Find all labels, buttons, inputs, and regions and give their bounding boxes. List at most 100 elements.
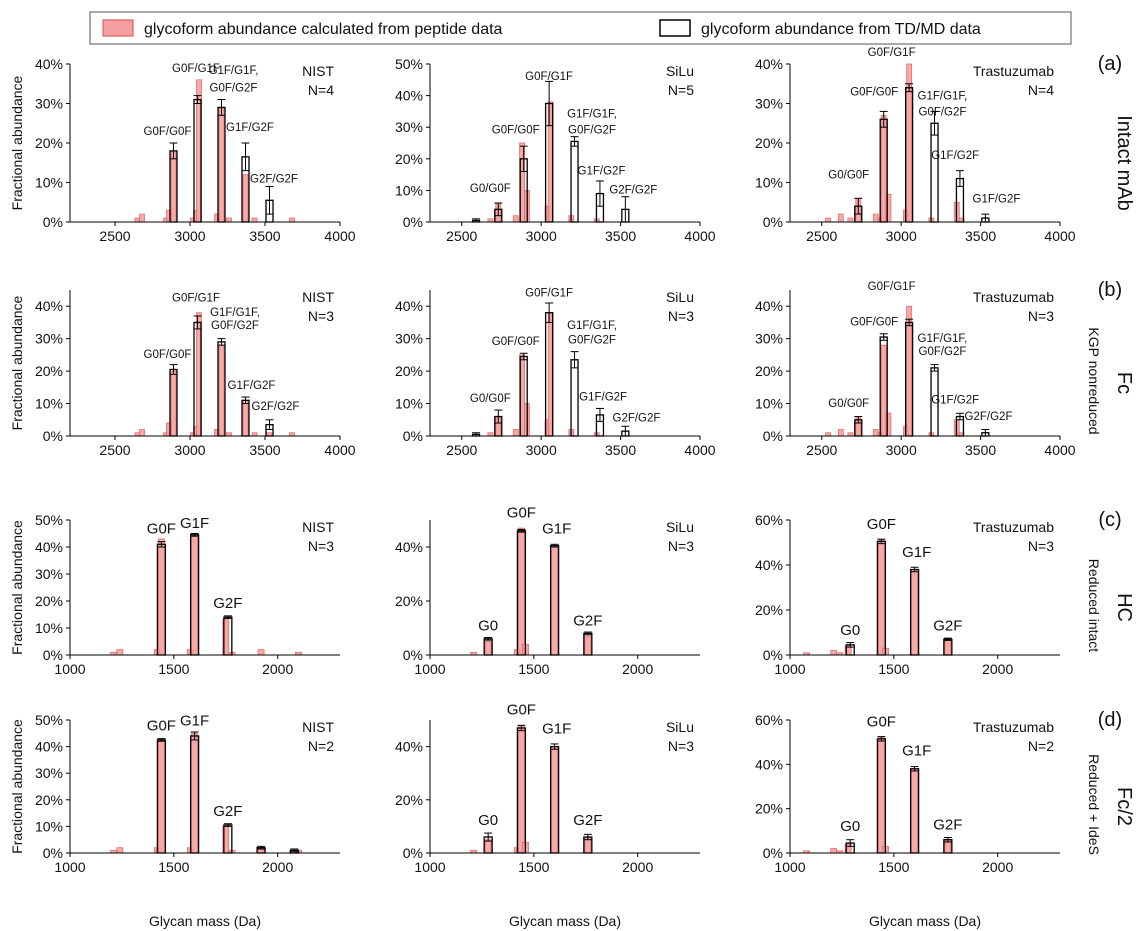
legend-box <box>89 11 1072 45</box>
peak-label: G0F <box>147 718 176 735</box>
panel-12: 0% 20% 40% 60% 1000 1500 2000 Trastuzumab N=2 G0 G… <box>755 712 1060 875</box>
panel-8: 0% 20% 40% 1000 1500 2000 SiLu N=3 G0 G0F G1F G2F <box>395 504 700 677</box>
y-tick-label: 0% <box>403 214 423 230</box>
y-tick-label: 50% <box>35 512 63 528</box>
peak-label: G1F/G1F, <box>918 91 968 103</box>
panel-3: 0% 10% 20% 30% 40% 2500 3000 3500 4000 Trastuzuma… <box>755 47 1076 244</box>
peptide-bar <box>157 538 165 656</box>
x-tick-label: 2000 <box>262 661 293 677</box>
sample-label: SiLu <box>666 289 694 305</box>
peak-label: G2F/G2F <box>965 411 1013 423</box>
x-tick-label: 2500 <box>99 442 130 458</box>
x-tick-label: 3500 <box>605 442 636 458</box>
peptide-bar <box>872 213 879 223</box>
y-tick-label: 60% <box>755 512 783 528</box>
y-tick-label: 20% <box>395 151 423 167</box>
peptide-bar <box>116 649 124 656</box>
x-tick-label: 3000 <box>526 228 557 244</box>
y-tick-label: 10% <box>395 182 423 198</box>
peak-label: G1F/G2F <box>228 380 276 392</box>
y-tick-label: 0% <box>43 214 63 230</box>
x-tick-label: 3000 <box>886 442 917 458</box>
peak-label: G1F <box>180 515 209 532</box>
x-tick-label: 1500 <box>158 661 189 677</box>
peak-label: G2F <box>573 612 602 629</box>
y-tick-label: 30% <box>35 566 63 582</box>
peak-label: G1F/G2F <box>931 150 979 162</box>
y-tick-label: 40% <box>395 739 423 755</box>
peptide-bar <box>157 738 165 854</box>
y-tick-label: 30% <box>395 119 423 135</box>
y-tick-label: 0% <box>763 647 783 663</box>
n-label: N=3 <box>308 538 334 554</box>
sample-label: SiLu <box>666 719 694 735</box>
sample-label: NIST <box>302 719 334 735</box>
y-tick-label: 50% <box>395 56 423 72</box>
peptide-bar <box>877 737 885 854</box>
peptide-bar <box>484 641 492 656</box>
x-tick-label: 3500 <box>965 442 996 458</box>
y-tick-label: 40% <box>35 298 63 314</box>
row-letter: (a) <box>1098 53 1122 75</box>
peak-label: G0F <box>147 521 176 538</box>
n-label: N=3 <box>668 738 694 754</box>
peak-label: G0F/G0F <box>492 125 540 137</box>
y-tick-label: 20% <box>395 593 423 609</box>
sample-label: Trastuzumab <box>973 63 1054 79</box>
peak-label: G1F <box>902 742 931 759</box>
peak-label: G1F/G2F <box>579 391 627 403</box>
peak-label: G2F/G2F <box>250 174 298 186</box>
x-tick-label: 1500 <box>158 859 189 875</box>
x-tick-label: 1000 <box>414 661 445 677</box>
peptide-bar <box>191 732 199 854</box>
panel-5: 0% 10% 20% 30% 40% 2500 3000 3500 4000 SiLu N=3 G0/… <box>395 287 716 458</box>
peptide-bar <box>242 174 249 223</box>
sample-label: NIST <box>302 519 334 535</box>
y-tick-label: 30% <box>755 96 783 112</box>
peak-label: G0F/G0F <box>144 349 192 361</box>
peptide-bar <box>251 217 258 223</box>
x-tick-label: 1000 <box>414 859 445 875</box>
legend-tdmd-label: glycoform abundance from TD/MD data <box>701 21 981 38</box>
x-tick-label: 1000 <box>774 661 805 677</box>
peptide-bar <box>170 150 177 223</box>
peptide-bar <box>825 217 832 223</box>
x-tick-label: 2500 <box>446 442 477 458</box>
peak-label: G1F/G2F <box>931 395 979 407</box>
x-tick-label: 2000 <box>622 859 653 875</box>
peptide-bar <box>218 344 225 437</box>
peptide-bar <box>257 649 265 656</box>
x-tick-label: 1500 <box>518 661 549 677</box>
y-tick-label: 10% <box>755 396 783 412</box>
panel-1: 0% 10% 20% 30% 40% 2500 3000 3500 4000 NIST N=4 G0F… <box>35 56 356 244</box>
y-tick-label: 20% <box>35 593 63 609</box>
peptide-bar <box>517 724 525 854</box>
peptide-bar <box>551 546 559 656</box>
y-tick-label: 40% <box>35 56 63 72</box>
peak-label: G0F/G0F <box>144 126 192 138</box>
x-tick-label: 2500 <box>99 228 130 244</box>
peak-label: G0 <box>840 818 860 835</box>
y-tick-label: 20% <box>395 363 423 379</box>
peptide-bar <box>191 533 199 656</box>
y-tick-label: 10% <box>395 396 423 412</box>
peak-label: G1F/G2F <box>973 193 1021 205</box>
y-tick-label: 20% <box>755 801 783 817</box>
peptide-bar <box>830 650 838 656</box>
peak-label: G0F/G2F <box>919 106 967 118</box>
y-tick-label: 20% <box>35 135 63 151</box>
legend-peptide-label: glycoform abundance calculated from pept… <box>144 21 503 38</box>
tdmd-bar <box>930 122 939 223</box>
peak-label: G2F <box>213 803 242 820</box>
peptide-bar <box>880 344 887 437</box>
peak-label: G0F <box>507 504 536 521</box>
peak-label: G0F <box>867 516 896 533</box>
x-axis-title: Glycan mass (Da) <box>149 913 261 929</box>
row-subtitle: Reduced + IdeS <box>1086 754 1102 855</box>
x-tick-label: 4000 <box>324 228 355 244</box>
peak-label: G2F/G2F <box>609 185 657 197</box>
row-title: Fc <box>1113 372 1135 394</box>
x-tick-label: 4000 <box>1044 228 1075 244</box>
n-label: N=4 <box>1028 82 1054 98</box>
